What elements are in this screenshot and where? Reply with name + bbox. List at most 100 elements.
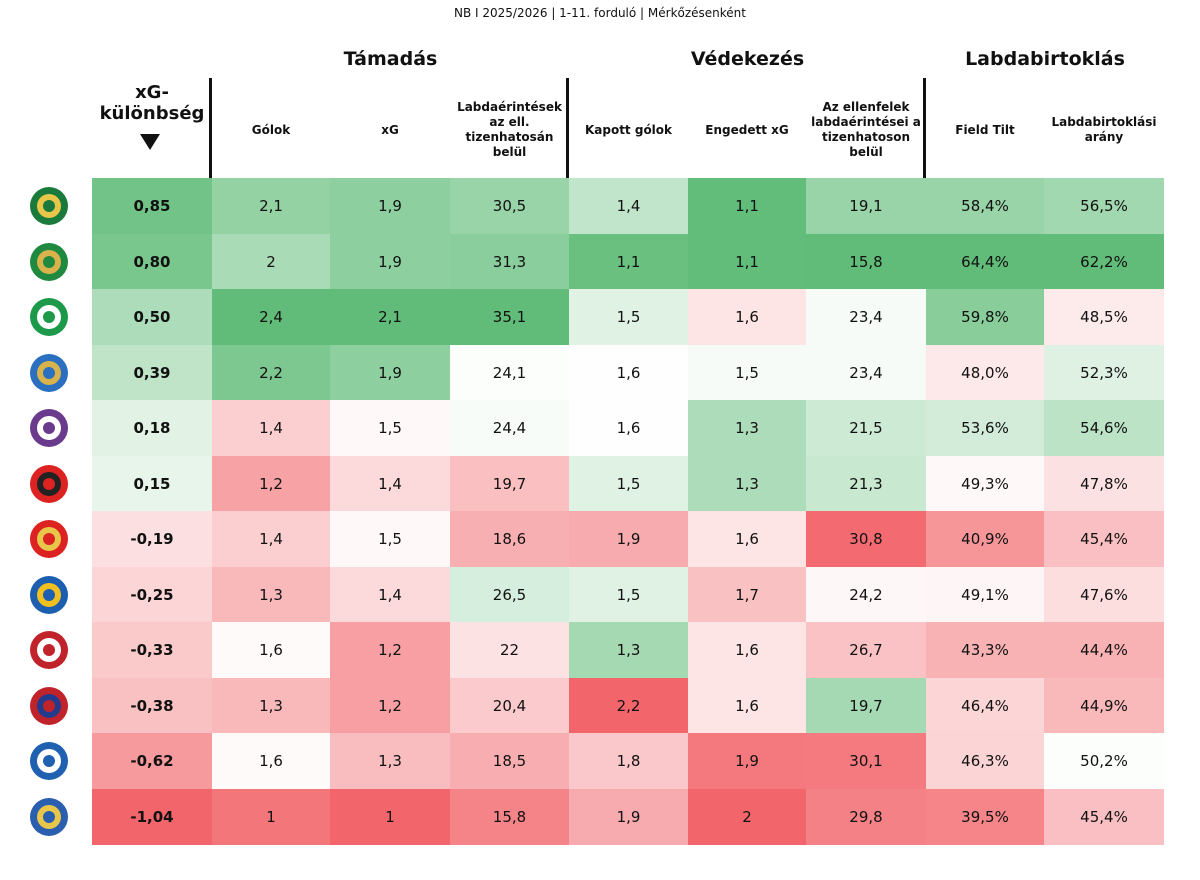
table-cell: 50,2% <box>1044 733 1164 789</box>
table-cell: 1,4 <box>212 400 330 456</box>
header-line: labdaérintései a <box>811 115 921 129</box>
table-cell: 2,1 <box>330 289 450 345</box>
table-cell: 54,6% <box>1044 400 1164 456</box>
column-header: Field Tilt <box>926 90 1044 170</box>
column-header: Labdabirtoklási arány <box>1044 90 1164 170</box>
header-line: xG <box>381 122 399 137</box>
table-cell: 26,7 <box>806 622 926 678</box>
header-line: különbség <box>99 103 205 124</box>
table-cell: 46,3% <box>926 733 1044 789</box>
table-cell: 44,4% <box>1044 622 1164 678</box>
table-cell: 26,5 <box>450 566 569 623</box>
table-cell: 1,7 <box>688 566 806 623</box>
table-cell: 1,5 <box>330 511 450 567</box>
table-cell: 1,6 <box>569 344 688 401</box>
table-cell: 21,3 <box>806 455 926 512</box>
table-cell: 53,6% <box>926 400 1044 456</box>
table-cell: 19,7 <box>806 677 926 734</box>
table-cell: 1,9 <box>330 344 450 401</box>
table-cell: 40,9% <box>926 511 1044 567</box>
table-cell: 24,2 <box>806 566 926 623</box>
table-cell: 0,39 <box>92 344 212 401</box>
table-cell: 56,5% <box>1044 178 1164 234</box>
table-cell: -0,19 <box>92 511 212 567</box>
header-line: Field Tilt <box>955 122 1015 137</box>
group-header: Védekezés <box>690 48 805 70</box>
table-cell: 1,6 <box>688 289 806 345</box>
header-line: Labdaérintések <box>457 100 562 114</box>
table-cell: 64,4% <box>926 233 1044 290</box>
table-cell: 2,2 <box>569 677 688 734</box>
column-header: Engedett xG <box>688 90 806 170</box>
table-cell: 1,9 <box>330 178 450 234</box>
table-cell: 1,1 <box>569 233 688 290</box>
table-cell: 1,4 <box>212 511 330 567</box>
table-cell: 1,3 <box>330 733 450 789</box>
team-logo <box>30 464 68 503</box>
table-cell: 1 <box>330 788 450 845</box>
table-cell: 39,5% <box>926 788 1044 845</box>
table-cell: -0,33 <box>92 622 212 678</box>
header-line: xG- <box>135 82 169 103</box>
table-cell: 18,5 <box>450 733 569 789</box>
team-logo <box>30 797 68 836</box>
table-cell: -1,04 <box>92 788 212 845</box>
table-cell: 0,85 <box>92 178 212 234</box>
table-cell: 47,8% <box>1044 455 1164 512</box>
table-cell: 1,9 <box>330 233 450 290</box>
table-cell: 1,2 <box>212 455 330 512</box>
header-line: tizenhatoson <box>821 130 911 144</box>
table-cell: 30,8 <box>806 511 926 567</box>
table-cell: 46,4% <box>926 677 1044 734</box>
table-cell: 1,6 <box>212 733 330 789</box>
table-cell: 1,9 <box>569 788 688 845</box>
header-line: tizenhatosán <box>465 130 554 144</box>
table-cell: 1,4 <box>330 566 450 623</box>
table-cell: 1,5 <box>569 289 688 345</box>
table-cell: 1,6 <box>212 622 330 678</box>
table-cell: 0,18 <box>92 400 212 456</box>
team-logo <box>30 353 68 392</box>
table-cell: 1,6 <box>569 400 688 456</box>
header-line: belül <box>849 145 883 159</box>
team-logo <box>30 242 68 281</box>
table-cell: 1,6 <box>688 511 806 567</box>
table-cell: 30,1 <box>806 733 926 789</box>
table-cell: 1 <box>212 788 330 845</box>
team-logo <box>30 686 68 725</box>
table-cell: 24,1 <box>450 344 569 401</box>
table-cell: 31,3 <box>450 233 569 290</box>
table-cell: 0,80 <box>92 233 212 290</box>
column-header: Labdaérintések az ell. tizenhatosán belül <box>450 90 569 170</box>
table-cell: 2,2 <box>212 344 330 401</box>
header-line: Kapott gólok <box>584 122 673 137</box>
table-cell: 23,4 <box>806 289 926 345</box>
column-header: Gólok <box>212 90 330 170</box>
column-header: xG-különbség <box>92 82 212 128</box>
header-line: Az ellenfelek <box>822 100 910 114</box>
table-cell: 1,1 <box>688 178 806 234</box>
table-cell: 0,50 <box>92 289 212 345</box>
table-cell: 45,4% <box>1044 511 1164 567</box>
team-logo <box>30 575 68 614</box>
column-header: Kapott gólok <box>569 90 688 170</box>
table-cell: 19,7 <box>450 455 569 512</box>
table-cell: 22 <box>450 622 569 678</box>
table-cell: 15,8 <box>450 788 569 845</box>
table-cell: 1,6 <box>688 622 806 678</box>
team-logo <box>30 298 68 336</box>
column-header: Az ellenfelek labdaérintései a tizenhatoso… <box>806 90 926 170</box>
header-line: az ell. <box>489 115 530 129</box>
table-cell: 35,1 <box>450 289 569 345</box>
table-cell: 2,1 <box>212 178 330 234</box>
table-cell: 2,4 <box>212 289 330 345</box>
table-cell: 48,5% <box>1044 289 1164 345</box>
table-cell: 1,9 <box>569 511 688 567</box>
table-cell: 24,4 <box>450 400 569 456</box>
subtitle: NB I 2025/2026 | 1-11. forduló | Mérkőzé… <box>454 6 746 20</box>
table-cell: 62,2% <box>1044 233 1164 290</box>
team-logo <box>30 187 68 225</box>
team-logo <box>30 631 68 669</box>
team-logo <box>30 409 68 447</box>
